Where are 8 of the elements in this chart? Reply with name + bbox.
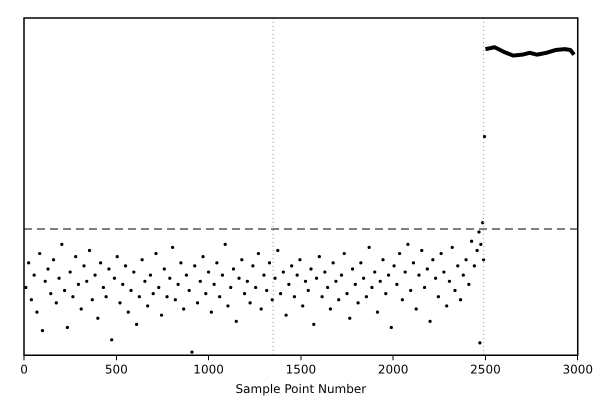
x-tick-label: 0	[20, 362, 28, 377]
x-tick-label: 2000	[378, 362, 408, 377]
x-tick-label: 1500	[286, 362, 316, 377]
x-tick-label: 1000	[193, 362, 224, 377]
x-tick-label: 3000	[562, 362, 594, 377]
x-tick-label: 2500	[470, 362, 501, 377]
x-axis-title: Sample Point Number	[236, 382, 366, 396]
x-tick-label: 500	[104, 362, 128, 377]
